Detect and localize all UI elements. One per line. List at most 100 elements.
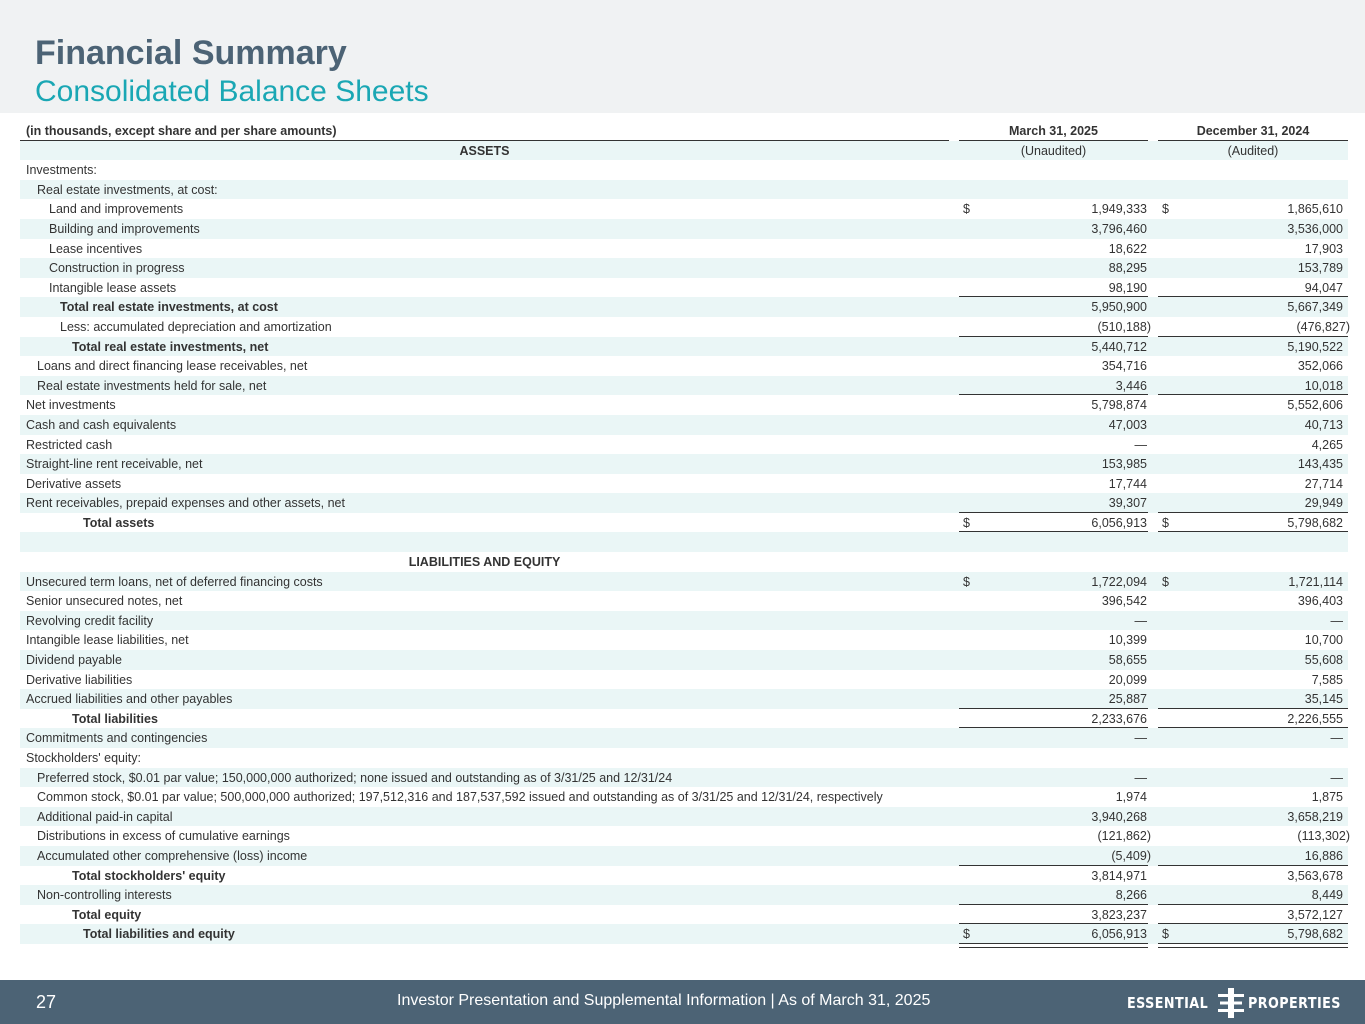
table-row: Less: accumulated depreciation and amort… [20, 317, 1350, 337]
row-label: Derivative assets [26, 476, 122, 491]
march-2025-value: 39,307 [1108, 496, 1147, 511]
row-label: Total equity [72, 907, 142, 922]
table-row: Commitments and contingencies — — [20, 728, 1348, 748]
currency-symbol: $ [1162, 574, 1169, 589]
december-2024-value: 143,435 [1297, 457, 1343, 472]
row-label: Accumulated other comprehensive (loss) i… [37, 848, 308, 863]
row-label: Intangible lease liabilities, net [26, 633, 189, 648]
march-2025-value: 5,440,712 [1091, 339, 1147, 354]
december-2024-value: — [1330, 731, 1344, 746]
december-2024-value: 10,700 [1304, 633, 1343, 648]
table-row: Total liabilities 2,233,676 2,226,555 [20, 709, 1348, 729]
march-2025-value: 2,233,676 [1091, 711, 1147, 726]
subtotal-rule [1158, 296, 1348, 298]
december-2024-value: (113,302) [1297, 829, 1350, 844]
december-2024-value: 40,713 [1304, 417, 1343, 432]
footer-bar: 27 Investor Presentation and Supplementa… [0, 980, 1365, 1024]
row-label: Preferred stock, $0.01 par value; 150,00… [37, 770, 673, 785]
december-2024-value: 27,714 [1304, 476, 1343, 491]
table-row: Real estate investments, at cost: [20, 179, 1348, 200]
row-label: Derivative liabilities [26, 672, 133, 687]
march-2025-value: — [1134, 437, 1148, 452]
march-2025-value: 58,655 [1108, 653, 1147, 668]
march-2025-value: (121,862) [1097, 829, 1151, 844]
december-2024-value: 8,449 [1311, 888, 1343, 903]
table-row: Real estate investments held for sale, n… [20, 375, 1348, 396]
row-label: Total liabilities and equity [83, 927, 235, 942]
row-label: Land and improvements [49, 202, 184, 217]
row-label: Revolving credit facility [26, 613, 154, 628]
march-2025-value: 18,622 [1108, 241, 1147, 256]
table-row: Common stock, $0.01 par value; 500,000,0… [20, 787, 1348, 807]
march-2025-value: 3,823,237 [1091, 907, 1147, 922]
table-row [20, 532, 1348, 553]
units-note: (in thousands, except share and per shar… [26, 124, 337, 138]
row-label: Unsecured term loans, net of deferred fi… [26, 574, 323, 589]
december-2024-value: 1,875 [1311, 790, 1343, 805]
footer-text: Investor Presentation and Supplemental I… [397, 992, 931, 1009]
december-2024-value: 3,563,678 [1287, 868, 1343, 883]
march-2025-value: 3,814,971 [1091, 868, 1147, 883]
december-2024-value: 3,658,219 [1287, 809, 1343, 824]
col1-header-rule [959, 140, 1148, 141]
december-2024-value: 352,066 [1297, 359, 1343, 374]
subtotal-rule [959, 727, 1148, 729]
table-row: Investments: [20, 160, 1348, 180]
march-2025-value: 8,266 [1115, 888, 1147, 903]
row-label: Total stockholders' equity [72, 868, 226, 883]
march-2025-value: 5,950,900 [1091, 300, 1147, 315]
december-2024-value: 29,949 [1304, 496, 1343, 511]
row-label: Total assets [83, 515, 155, 530]
table-row: Intangible lease assets 98,190 94,047 [20, 278, 1348, 298]
table-row: Total liabilities and equity 6,056,913 5,7… [20, 924, 1348, 948]
december-2024-value: — [1330, 770, 1344, 785]
row-label: Accrued liabilities and other payables [26, 692, 233, 707]
december-2024-value: 10,018 [1304, 378, 1343, 393]
december-2024-value: 7,585 [1311, 672, 1343, 687]
march-2025-value: 98,190 [1108, 280, 1147, 295]
march-2025-value: — [1134, 731, 1148, 746]
assets-heading: ASSETS [459, 143, 510, 158]
subtotal-rule [959, 864, 1148, 866]
row-label: Non-controlling interests [37, 888, 172, 903]
total-double-rule [959, 942, 1148, 948]
table-row: Loans and direct financing lease receiva… [20, 356, 1348, 376]
row-label: Investments: [26, 163, 97, 178]
march-2025-value: 6,056,913 [1091, 927, 1147, 942]
row-label: Additional paid-in capital [37, 809, 173, 824]
table-row: Intangible lease liabilities, net 10,399 1… [20, 630, 1348, 650]
march-2025-value: 396,542 [1101, 594, 1147, 609]
table-row: Dividend payable 58,655 55,608 [20, 650, 1348, 670]
currency-symbol: $ [963, 574, 970, 589]
december-2024-value: 16,886 [1304, 848, 1343, 863]
logo-word-left: ESSENTIAL [1127, 994, 1209, 1012]
subtotal-rule [1158, 727, 1348, 729]
march-2025-value: 354,716 [1101, 359, 1147, 374]
table-row: Total stockholders' equity 3,814,971 3,563… [20, 866, 1348, 886]
table-row: LIABILITIES AND EQUITY [20, 552, 1348, 572]
row-label: Less: accumulated depreciation and amort… [60, 319, 332, 334]
march-2025-value: 3,940,268 [1091, 809, 1147, 824]
row-label: Building and improvements [49, 221, 200, 236]
page-title: Financial Summary [35, 34, 347, 72]
header-band: Financial Summary Consolidated Balance S… [0, 0, 1365, 113]
table-row: Total real estate investments, at cost 5,… [20, 297, 1348, 317]
row-label: Total liabilities [72, 711, 158, 726]
december-2024-value: 396,403 [1297, 594, 1343, 609]
march-2025-value: — [1134, 770, 1148, 785]
march-2025-value: 1,974 [1115, 790, 1147, 805]
december-2024-value: 5,552,606 [1287, 398, 1343, 413]
table-row: Straight-line rent receivable, net 153,98… [20, 454, 1348, 474]
row-label: Intangible lease assets [49, 280, 177, 295]
table-row: Derivative liabilities 20,099 7,585 [20, 670, 1348, 690]
december-2024-value: 1,865,610 [1287, 202, 1343, 217]
subtotal-rule [959, 394, 1148, 396]
december-2024-value: 153,789 [1297, 261, 1343, 276]
subtotal-rule [959, 707, 1148, 709]
march-2025-value: 25,887 [1108, 692, 1147, 707]
table-row: Building and improvements 3,796,460 3,536,… [20, 218, 1348, 239]
december-2024-value: (476,827) [1296, 319, 1350, 334]
row-label: Real estate investments held for sale, n… [37, 378, 267, 393]
row-label: Net investments [26, 398, 116, 413]
subtotal-rule [1158, 394, 1348, 396]
